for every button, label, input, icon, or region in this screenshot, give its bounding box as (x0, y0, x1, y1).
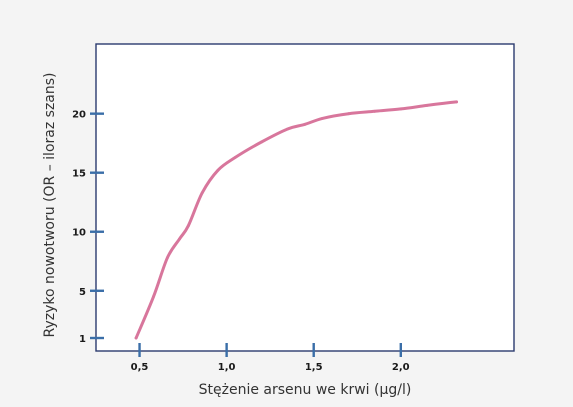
y-tick-label: 10 (72, 228, 86, 239)
data-point (233, 155, 237, 159)
data-point (166, 256, 169, 260)
data-point (134, 336, 138, 340)
data-point (216, 168, 220, 172)
x-tick-label: 0,5 (131, 362, 149, 373)
data-points (134, 100, 458, 340)
data-point (321, 116, 324, 120)
data-point (152, 295, 155, 299)
data-point (178, 237, 182, 241)
x-tick-label: 2,0 (392, 362, 410, 373)
x-axis-title: Stężenie arsenu we krwi (µg/l) (199, 382, 412, 398)
data-point (399, 107, 403, 111)
y-tick-label: 20 (72, 110, 86, 121)
x-axis: 0,5 1,0 1,5 2,0 (131, 343, 410, 373)
plot-area (95, 43, 515, 352)
x-tick-label: 1,0 (218, 362, 236, 373)
data-point (186, 224, 190, 228)
data-point (303, 122, 307, 126)
data-point (200, 191, 204, 195)
data-point (455, 100, 458, 104)
data-point (260, 140, 263, 144)
y-tick-label: 1 (79, 334, 86, 345)
y-tick-label: 15 (72, 169, 86, 180)
y-tick-label: 5 (79, 287, 86, 298)
data-point (347, 112, 350, 116)
x-tick-label: 1,5 (305, 362, 323, 373)
data-point (373, 109, 377, 113)
data-point (425, 104, 429, 107)
data-point (286, 127, 289, 131)
y-axis-title: Ryzyko nowotworu (OR – iloraz szans) (42, 73, 58, 338)
